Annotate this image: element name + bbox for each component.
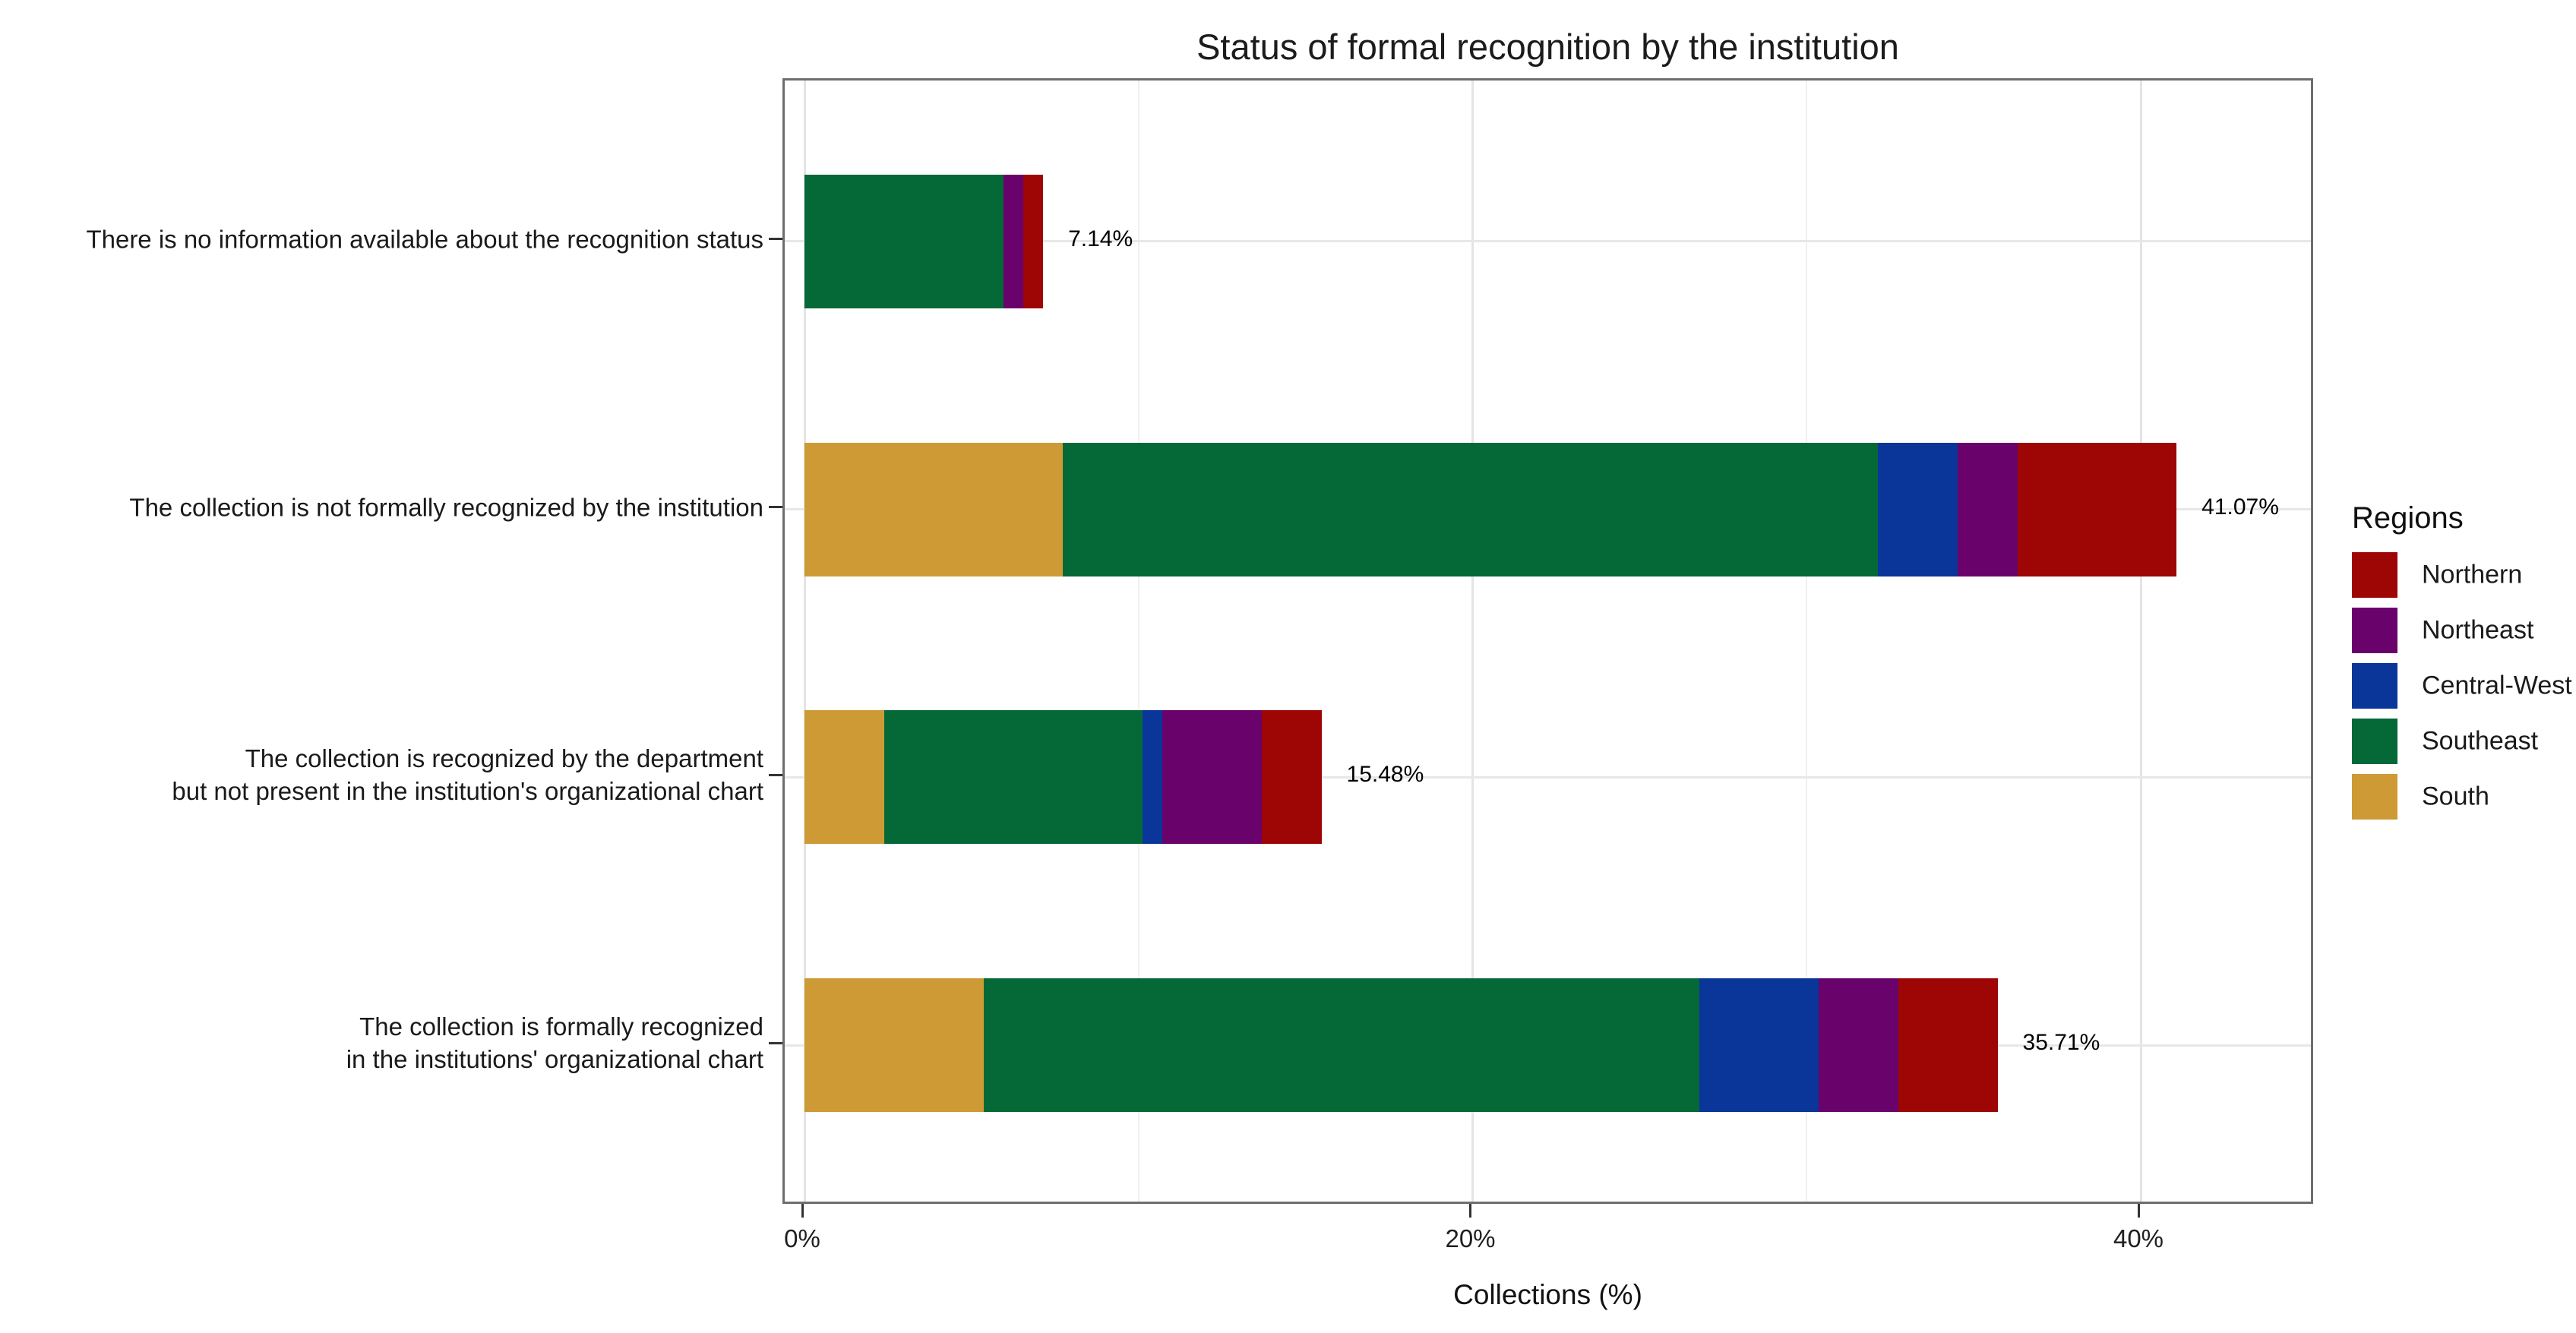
legend-key-swatch: [2352, 719, 2397, 764]
x-tick-label: 0%: [784, 1224, 820, 1252]
legend-item-label: Northern: [2422, 560, 2523, 589]
legend-item: Southeast: [2352, 719, 2538, 764]
bar-segment-south: [804, 442, 1064, 576]
category-label: There is no information available about …: [86, 225, 763, 254]
x-axis-title: Collections (%): [1453, 1279, 1642, 1310]
legend-key-swatch: [2352, 774, 2397, 820]
major-gridline: [1471, 81, 1474, 1202]
y-axis-tick: [769, 506, 782, 509]
x-tick-label: 20%: [1445, 1224, 1496, 1252]
bar-segment-northeast: [1958, 442, 2018, 576]
bar-segment-northeast: [1162, 710, 1262, 845]
bar-total-label: 15.48%: [1346, 762, 1424, 788]
bar-total-label: 41.07%: [2201, 494, 2279, 520]
legend-item-label: Northeast: [2422, 615, 2534, 645]
bar-segment-south: [804, 710, 884, 845]
legend: Regions Northern Northeast Central-West Sou…: [2352, 501, 2572, 829]
y-axis-tick: [769, 1041, 782, 1044]
minor-gridline: [1806, 81, 1808, 1202]
bar-segment-southeast: [983, 978, 1699, 1113]
bar-segment-central-west: [1699, 978, 1819, 1113]
legend-item: Northeast: [2352, 608, 2533, 653]
minor-gridline: [1137, 81, 1139, 1202]
bar-segment-central-west: [1878, 442, 1958, 576]
x-axis-tick: [2137, 1204, 2140, 1218]
legend-item: Northern: [2352, 552, 2522, 598]
x-axis-tick: [801, 1204, 804, 1218]
legend-key-swatch: [2352, 552, 2397, 598]
bar-total-label: 35.71%: [2022, 1030, 2100, 1056]
category-label: The collection is recognized by the depa…: [172, 744, 763, 806]
bar-segment-south: [804, 978, 984, 1113]
major-gridline: [803, 81, 806, 1202]
bar-segment-northern: [2017, 442, 2177, 576]
bar-segment-northeast: [1003, 174, 1023, 308]
bar-segment-southeast: [804, 174, 1004, 308]
legend-items: Northern Northeast Central-West Southeast So…: [2352, 552, 2572, 820]
bar-segment-northern: [1898, 978, 1998, 1113]
major-gridline: [2139, 81, 2142, 1202]
bar-segment-central-west: [1142, 710, 1163, 845]
bar-total-label: 7.14%: [1068, 226, 1133, 251]
plot-panel: [782, 78, 2313, 1204]
legend-item-label: Southeast: [2422, 726, 2539, 756]
category-gridline: [785, 775, 2311, 779]
legend-item: Central-West: [2352, 663, 2572, 709]
y-axis-tick: [769, 238, 782, 241]
legend-item-label: South: [2422, 782, 2489, 811]
x-tick-label: 40%: [2113, 1224, 2164, 1252]
bar-segment-northern: [1262, 710, 1322, 845]
category-label: The collection is formally recognized in…: [346, 1012, 763, 1074]
legend-key-swatch: [2352, 608, 2397, 653]
bar-segment-southeast: [883, 710, 1143, 845]
category-label: The collection is not formally recognize…: [129, 493, 763, 522]
bar-segment-southeast: [1063, 442, 1879, 576]
legend-item: South: [2352, 774, 2489, 820]
legend-item-label: Central-West: [2422, 671, 2572, 700]
legend-title: Regions: [2352, 501, 2464, 535]
y-axis-tick: [769, 773, 782, 776]
legend-key-swatch: [2352, 663, 2397, 709]
bar-segment-northern: [1022, 174, 1044, 308]
chart-title: Status of formal recognition by the inst…: [1196, 27, 1899, 67]
category-gridline: [785, 240, 2311, 243]
bar-segment-northeast: [1818, 978, 1898, 1113]
x-axis-tick: [1469, 1204, 1471, 1218]
